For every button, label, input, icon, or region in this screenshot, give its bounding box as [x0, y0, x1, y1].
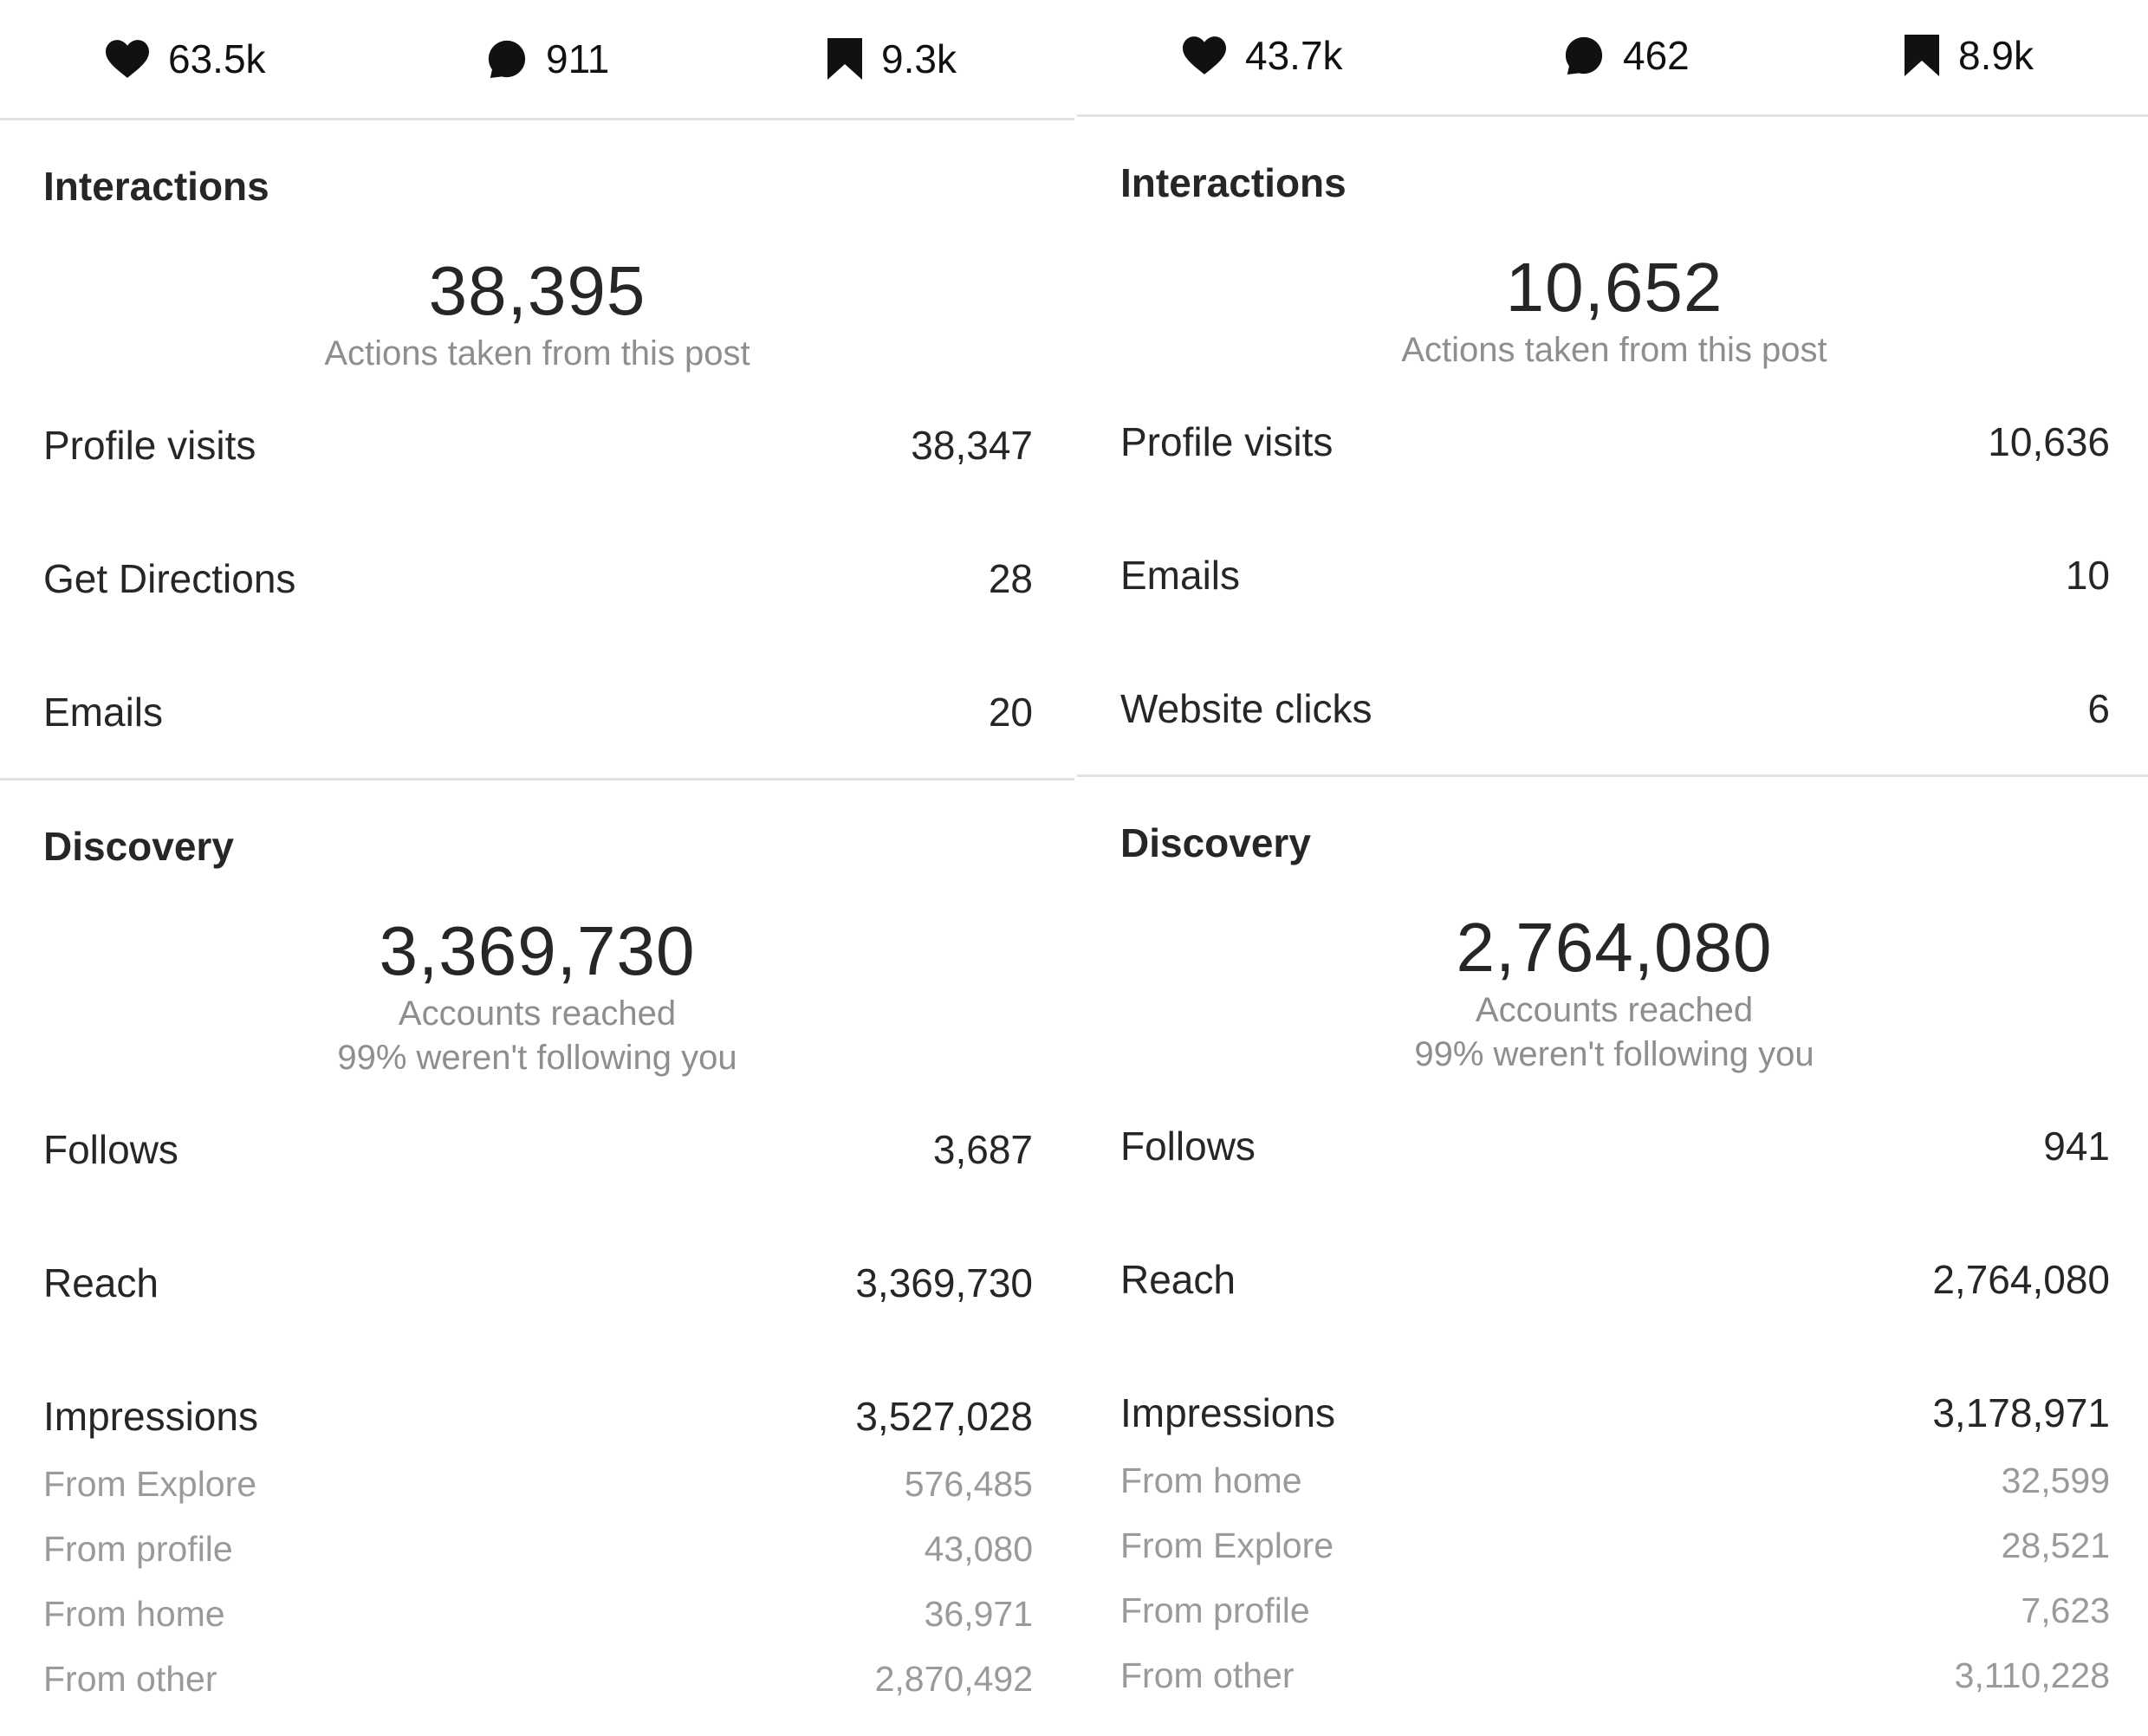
metric-label: Website clicks — [1120, 686, 1373, 731]
metric-label: Impressions — [43, 1394, 258, 1439]
likes-stat: 63.5k — [106, 33, 266, 85]
source-value: 36,971 — [924, 1593, 1033, 1634]
interactions-title: Interactions — [43, 164, 269, 209]
discovery-title: Discovery — [43, 824, 234, 869]
metric-value: 10 — [2065, 553, 2110, 598]
post-insights-panel-right: 43.7k 462 8.9k Interactions 10,652 Actio… — [1077, 0, 2148, 1733]
interactions-caption: Actions taken from this post — [324, 334, 750, 372]
source-value: 43,080 — [924, 1528, 1033, 1569]
source-label: From Explore — [1120, 1525, 1334, 1565]
source-label: From Explore — [43, 1463, 257, 1504]
impressions-source-row: From Explore 576,485 — [43, 1462, 1033, 1506]
bookmark-icon — [827, 38, 862, 80]
metric-value: 10,636 — [1988, 419, 2110, 464]
metric-label: Reach — [1120, 1257, 1236, 1302]
metric-value: 941 — [2043, 1124, 2110, 1169]
section-divider — [0, 778, 1074, 781]
source-label: From profile — [1120, 1590, 1310, 1630]
comments-count: 911 — [546, 36, 610, 81]
metric-row: Profile visits 38,347 — [43, 421, 1033, 470]
interactions-caption: Actions taken from this post — [1401, 331, 1827, 369]
impressions-source-row: From profile 43,080 — [43, 1527, 1033, 1571]
likes-stat: 43.7k — [1183, 29, 1343, 81]
impressions-source-row: From home 36,971 — [43, 1592, 1033, 1636]
interactions-total: 38,395 — [428, 252, 646, 329]
metric-row: Follows 3,687 — [43, 1125, 1033, 1174]
discovery-title: Discovery — [1120, 820, 1311, 865]
metric-value: 3,687 — [932, 1127, 1033, 1172]
metric-row: Impressions 3,527,028 — [43, 1392, 1033, 1441]
metric-row: Website clicks 6 — [1120, 684, 2110, 733]
comments-stat: 462 — [1564, 29, 1690, 81]
heart-icon — [106, 40, 149, 78]
metric-value: 38,347 — [911, 423, 1033, 468]
comments-count: 462 — [1623, 33, 1690, 78]
metric-label: Follows — [1120, 1124, 1256, 1169]
saves-stat: 9.3k — [827, 33, 957, 85]
comment-bubble-icon — [1565, 36, 1603, 75]
metric-label: Emails — [43, 690, 164, 735]
source-value: 3,110,228 — [1954, 1655, 2110, 1695]
post-stats-bar: 63.5k 911 9.3k — [0, 0, 1074, 120]
heart-icon — [1183, 36, 1226, 74]
source-label: From other — [43, 1658, 217, 1699]
discovery-caption-followers: 99% weren't following you — [1414, 1035, 1814, 1073]
discovery-total: 2,764,080 — [1456, 909, 1773, 986]
bookmark-icon — [1905, 35, 1939, 76]
source-label: From profile — [43, 1528, 233, 1569]
impressions-source-row: From other 2,870,492 — [43, 1657, 1033, 1700]
impressions-source-row: From profile 7,623 — [1120, 1589, 2110, 1632]
source-value: 576,485 — [904, 1463, 1033, 1504]
section-divider — [1077, 774, 2148, 777]
discovery-caption: Accounts reached — [1475, 991, 1754, 1029]
saves-count: 9.3k — [881, 36, 957, 81]
metric-label: Emails — [1120, 553, 1241, 598]
comments-stat: 911 — [487, 33, 609, 85]
discovery-caption: Accounts reached — [398, 994, 677, 1033]
interactions-title: Interactions — [1120, 160, 1347, 205]
metric-value: 6 — [2087, 686, 2110, 731]
likes-count: 43.7k — [1245, 33, 1343, 78]
discovery-total: 3,369,730 — [379, 912, 696, 989]
impressions-source-row: From Explore 28,521 — [1120, 1524, 2110, 1567]
source-value: 7,623 — [2021, 1590, 2110, 1630]
metric-row: Profile visits 10,636 — [1120, 418, 2110, 466]
source-label: From other — [1120, 1655, 1295, 1695]
metric-label: Get Directions — [43, 556, 296, 601]
source-label: From home — [43, 1593, 225, 1634]
metric-row: Impressions 3,178,971 — [1120, 1389, 2110, 1437]
metric-label: Reach — [43, 1260, 159, 1305]
metric-row: Follows 941 — [1120, 1122, 2110, 1170]
metric-value: 3,369,730 — [855, 1260, 1033, 1305]
interactions-total: 10,652 — [1505, 249, 1723, 326]
discovery-caption-followers: 99% weren't following you — [337, 1039, 737, 1077]
comment-bubble-icon — [488, 40, 526, 79]
metric-row: Reach 3,369,730 — [43, 1259, 1033, 1307]
likes-count: 63.5k — [168, 36, 266, 81]
metric-label: Impressions — [1120, 1390, 1335, 1435]
metric-value: 28 — [988, 556, 1033, 601]
metric-value: 20 — [988, 690, 1033, 735]
saves-count: 8.9k — [1958, 33, 2034, 78]
post-insights-panel-left: 63.5k 911 9.3k Interactions 38,395 Actio… — [0, 0, 1074, 1700]
metric-value: 3,178,971 — [1932, 1390, 2110, 1435]
metric-row: Get Directions 28 — [43, 554, 1033, 603]
post-stats-bar: 43.7k 462 8.9k — [1077, 0, 2148, 117]
impressions-source-row: From home 32,599 — [1120, 1459, 2110, 1502]
metric-row: Reach 2,764,080 — [1120, 1255, 2110, 1304]
metric-label: Profile visits — [43, 423, 256, 468]
source-value: 32,599 — [2001, 1460, 2110, 1500]
source-value: 2,870,492 — [874, 1658, 1033, 1699]
impressions-source-row: From other 3,110,228 — [1120, 1654, 2110, 1697]
metric-value: 3,527,028 — [855, 1394, 1033, 1439]
metric-row: Emails 10 — [1120, 551, 2110, 599]
metric-row: Emails 20 — [43, 688, 1033, 736]
source-value: 28,521 — [2001, 1525, 2110, 1565]
metric-label: Follows — [43, 1127, 178, 1172]
metric-value: 2,764,080 — [1932, 1257, 2110, 1302]
source-label: From home — [1120, 1460, 1302, 1500]
metric-label: Profile visits — [1120, 419, 1334, 464]
saves-stat: 8.9k — [1905, 29, 2034, 81]
